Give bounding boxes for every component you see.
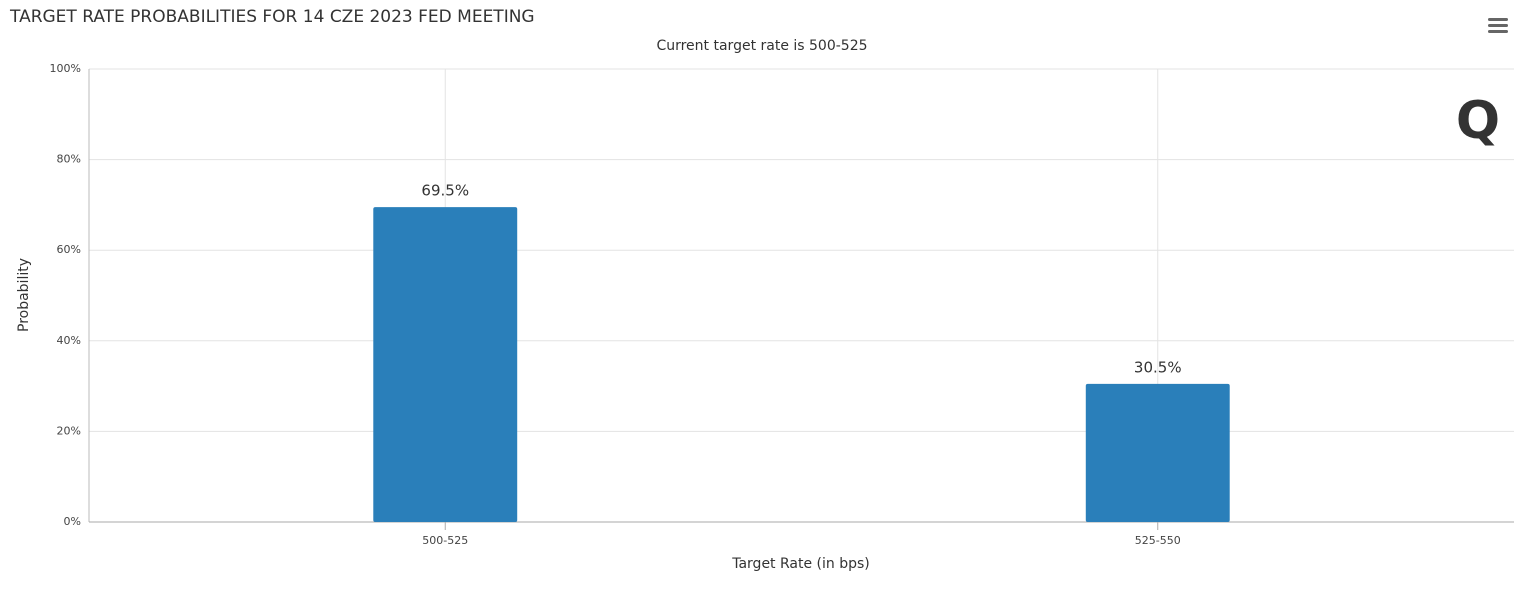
watermark: Q: [1456, 91, 1500, 151]
menu-bar: [1488, 24, 1508, 27]
chart-title: TARGET RATE PROBABILITIES FOR 14 CZE 202…: [9, 7, 535, 27]
x-tick-label: 500-525: [422, 534, 468, 547]
menu-bar: [1488, 30, 1508, 33]
y-axis-label: Probability: [16, 258, 32, 332]
data-label: 69.5%: [421, 182, 469, 200]
menu-bar: [1488, 18, 1508, 21]
y-tick-label: 20%: [57, 424, 81, 437]
data-label: 30.5%: [1134, 358, 1182, 376]
y-tick-label: 80%: [57, 153, 81, 166]
bar: [1085, 383, 1230, 522]
bar: [373, 207, 518, 523]
y-tick-label: 60%: [57, 243, 81, 256]
y-tick-label: 40%: [57, 334, 81, 347]
y-tick-label: 100%: [50, 62, 81, 75]
menu-button[interactable]: [1488, 18, 1508, 33]
y-tick-label: 0%: [64, 515, 81, 528]
x-axis-label: Target Rate (in bps): [731, 556, 870, 572]
chart-subtitle: Current target rate is 500-525: [656, 38, 867, 54]
x-tick-label: 525-550: [1135, 534, 1181, 547]
